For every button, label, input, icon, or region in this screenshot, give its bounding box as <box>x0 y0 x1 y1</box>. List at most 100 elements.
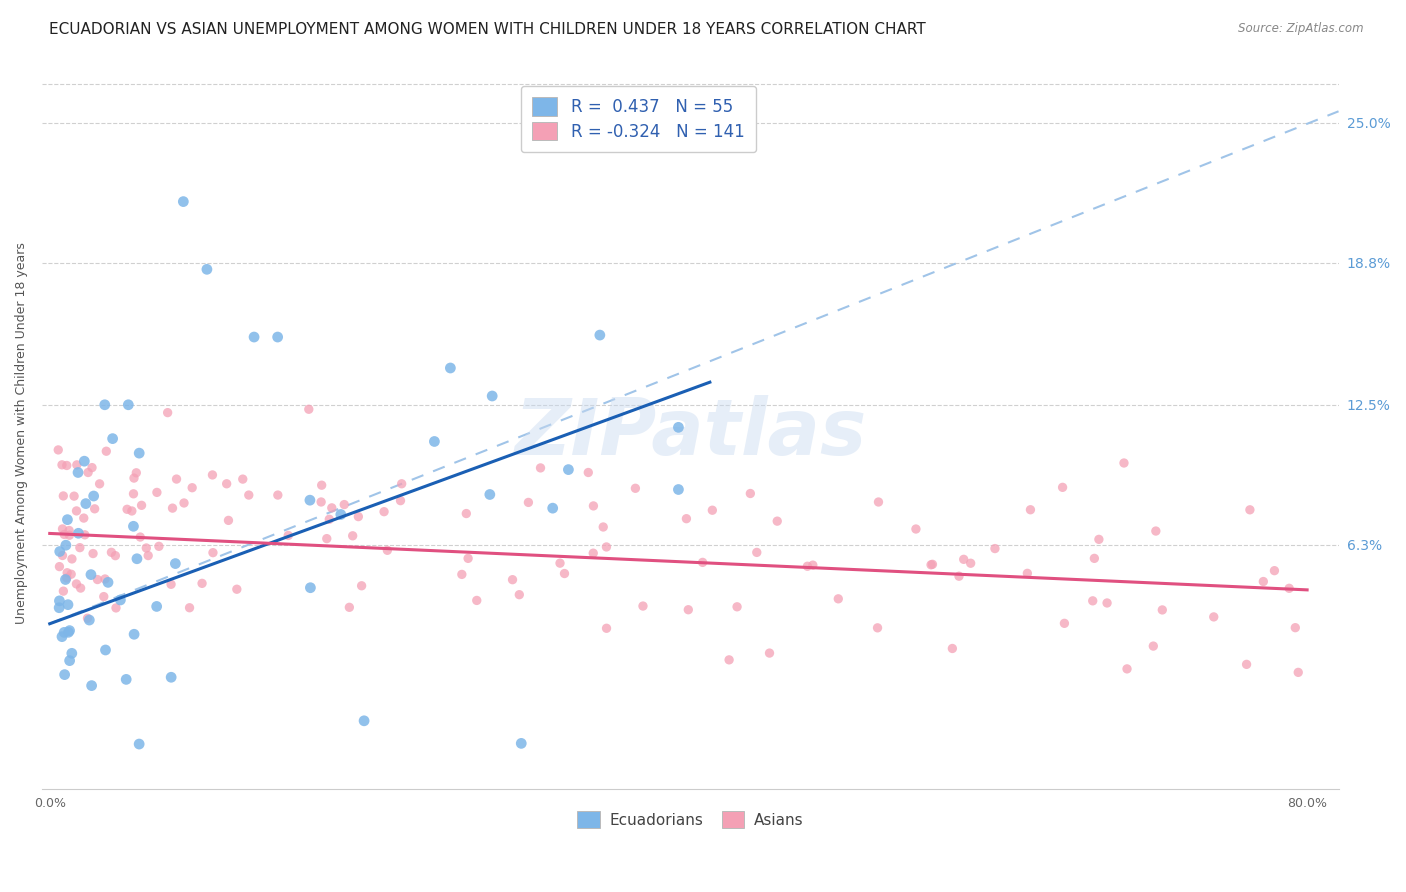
Point <box>827 591 849 606</box>
Point <box>125 466 148 480</box>
Point <box>745 545 768 559</box>
Point <box>55 458 77 473</box>
Point <box>122 519 145 533</box>
Point <box>179 600 201 615</box>
Point <box>48 544 70 558</box>
Point <box>51 549 73 563</box>
Point <box>80 679 103 693</box>
Point <box>52 489 75 503</box>
Point <box>718 653 741 667</box>
Point <box>675 511 697 525</box>
Point <box>337 600 360 615</box>
Point <box>309 495 332 509</box>
Point <box>53 527 76 541</box>
Text: ECUADORIAN VS ASIAN UNEMPLOYMENT AMONG WOMEN WITH CHILDREN UNDER 18 YEARS CORREL: ECUADORIAN VS ASIAN UNEMPLOYMENT AMONG W… <box>49 22 927 37</box>
Point <box>115 673 138 687</box>
Point <box>595 540 617 554</box>
Point <box>329 508 352 522</box>
Y-axis label: Unemployment Among Women with Children Under 18 years: Unemployment Among Women with Children U… <box>15 242 28 624</box>
Point <box>58 524 80 538</box>
Point <box>1116 662 1139 676</box>
Point <box>59 654 82 668</box>
Point <box>173 496 195 510</box>
Point <box>541 501 564 516</box>
Point <box>53 667 76 681</box>
Point <box>948 569 970 583</box>
Point <box>65 577 87 591</box>
Point <box>73 454 96 468</box>
Point <box>589 328 612 343</box>
Point <box>1081 594 1104 608</box>
Point <box>1112 456 1135 470</box>
Point <box>1017 566 1039 581</box>
Point <box>952 552 974 566</box>
Point <box>1019 502 1042 516</box>
Point <box>51 522 73 536</box>
Point <box>1144 524 1167 538</box>
Point <box>148 539 170 553</box>
Point <box>1095 596 1118 610</box>
Point <box>298 402 321 417</box>
Point <box>77 466 100 480</box>
Text: Source: ZipAtlas.com: Source: ZipAtlas.com <box>1239 22 1364 36</box>
Point <box>128 446 150 460</box>
Point <box>582 546 605 560</box>
Point <box>517 495 540 509</box>
Point <box>342 529 364 543</box>
Point <box>333 498 356 512</box>
Point <box>668 483 690 497</box>
Point <box>46 442 69 457</box>
Point <box>868 495 890 509</box>
Point <box>52 584 75 599</box>
Point <box>315 532 337 546</box>
Point <box>156 406 179 420</box>
Point <box>166 472 188 486</box>
Point <box>1253 574 1275 589</box>
Point <box>129 530 152 544</box>
Point <box>553 566 575 581</box>
Point <box>75 497 97 511</box>
Point <box>69 581 91 595</box>
Point <box>548 556 571 570</box>
Point <box>740 486 762 500</box>
Point <box>318 512 340 526</box>
Point <box>56 571 79 585</box>
Point <box>921 558 943 572</box>
Point <box>80 567 103 582</box>
Point <box>529 461 551 475</box>
Point <box>122 487 145 501</box>
Point <box>128 737 150 751</box>
Point <box>243 330 266 344</box>
Point <box>353 714 375 728</box>
Point <box>465 593 488 607</box>
Point <box>195 262 218 277</box>
Point <box>191 576 214 591</box>
Point <box>79 613 101 627</box>
Point <box>94 398 117 412</box>
Point <box>299 581 322 595</box>
Point <box>73 528 96 542</box>
Point <box>181 481 204 495</box>
Point <box>457 551 479 566</box>
Point <box>450 567 472 582</box>
Point <box>225 582 247 597</box>
Point <box>136 549 159 563</box>
Point <box>1263 564 1285 578</box>
Point <box>58 624 80 638</box>
Legend: Ecuadorians, Asians: Ecuadorians, Asians <box>571 805 810 834</box>
Point <box>481 389 503 403</box>
Point <box>60 552 83 566</box>
Point <box>162 501 184 516</box>
Point <box>350 579 373 593</box>
Point <box>217 513 239 527</box>
Point <box>96 444 118 458</box>
Point <box>117 398 139 412</box>
Point <box>83 501 105 516</box>
Point <box>115 502 138 516</box>
Point <box>201 467 224 482</box>
Point <box>277 528 299 542</box>
Point <box>93 590 115 604</box>
Point <box>592 520 614 534</box>
Point <box>766 514 789 528</box>
Point <box>94 572 117 586</box>
